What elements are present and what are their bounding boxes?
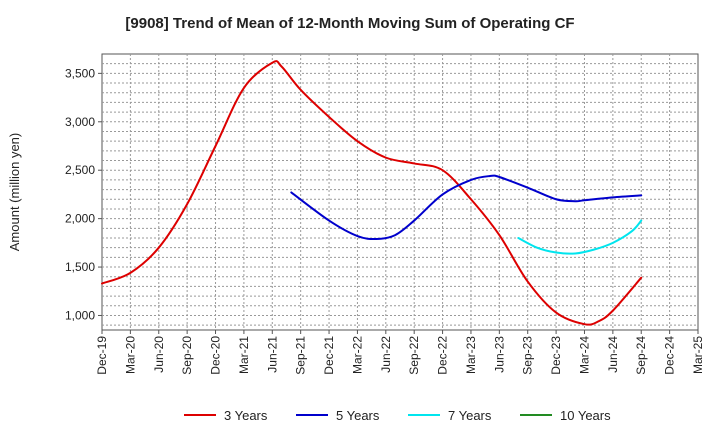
x-tick-label: Mar-24 (577, 336, 591, 374)
x-tick-label: Dec-24 (663, 336, 677, 375)
legend: 3 Years 5 Years 7 Years 10 Years (184, 408, 611, 423)
series-line-5-years (290, 174, 643, 241)
legend-label-3-years: 3 Years (224, 408, 268, 423)
x-tick-label: Sep-21 (294, 336, 308, 375)
x-tick-label: Dec-21 (322, 336, 336, 375)
x-tick-label: Dec-22 (436, 336, 450, 375)
chart-title: [9908] Trend of Mean of 12-Month Moving … (125, 15, 574, 32)
x-tick-label: Sep-23 (521, 336, 535, 375)
x-tick-label: Jun-24 (606, 336, 620, 373)
x-tick-label: Jun-21 (265, 336, 279, 373)
y-tick-label: 3,000 (65, 115, 95, 129)
x-tick-label: Dec-20 (209, 336, 223, 375)
x-tick-label: Dec-23 (549, 336, 563, 375)
y-tick-label: 3,500 (65, 66, 95, 80)
x-tick-label: Mar-20 (123, 336, 137, 374)
x-tick-label: Jun-22 (379, 336, 393, 373)
y-tick-label: 2,000 (65, 212, 95, 226)
y-tick-label: 1,500 (65, 260, 95, 274)
x-tick-label: Sep-20 (180, 336, 194, 375)
series-line-3-years (101, 60, 643, 326)
y-tick-label: 2,500 (65, 163, 95, 177)
x-axis: Dec-19 Mar-20 Jun-20 Sep-20 Dec-20 Mar-21 Jun-… (95, 330, 705, 375)
legend-label-7-years: 7 Years (448, 408, 492, 423)
legend-label-5-years: 5 Years (336, 408, 380, 423)
series-line-7-years (517, 219, 643, 255)
grid (102, 54, 698, 330)
y-axis-label: Amount (million yen) (7, 133, 22, 252)
x-tick-label: Mar-22 (350, 336, 364, 374)
series-group (101, 60, 643, 326)
x-tick-label: Mar-25 (691, 336, 705, 374)
x-tick-label: Mar-23 (464, 336, 478, 374)
x-tick-label: Sep-24 (634, 336, 648, 375)
x-tick-label: Mar-21 (237, 336, 251, 374)
x-tick-label: Sep-22 (407, 336, 421, 375)
plot-area (101, 53, 699, 331)
x-tick-label: Jun-23 (492, 336, 506, 373)
x-tick-label: Jun-20 (152, 336, 166, 373)
y-tick-label: 1,000 (65, 308, 95, 322)
x-tick-label: Dec-19 (95, 336, 109, 375)
legend-label-10-years: 10 Years (560, 408, 611, 423)
y-axis: 1,000 1,500 2,000 2,500 3,000 3,500 (65, 66, 102, 322)
